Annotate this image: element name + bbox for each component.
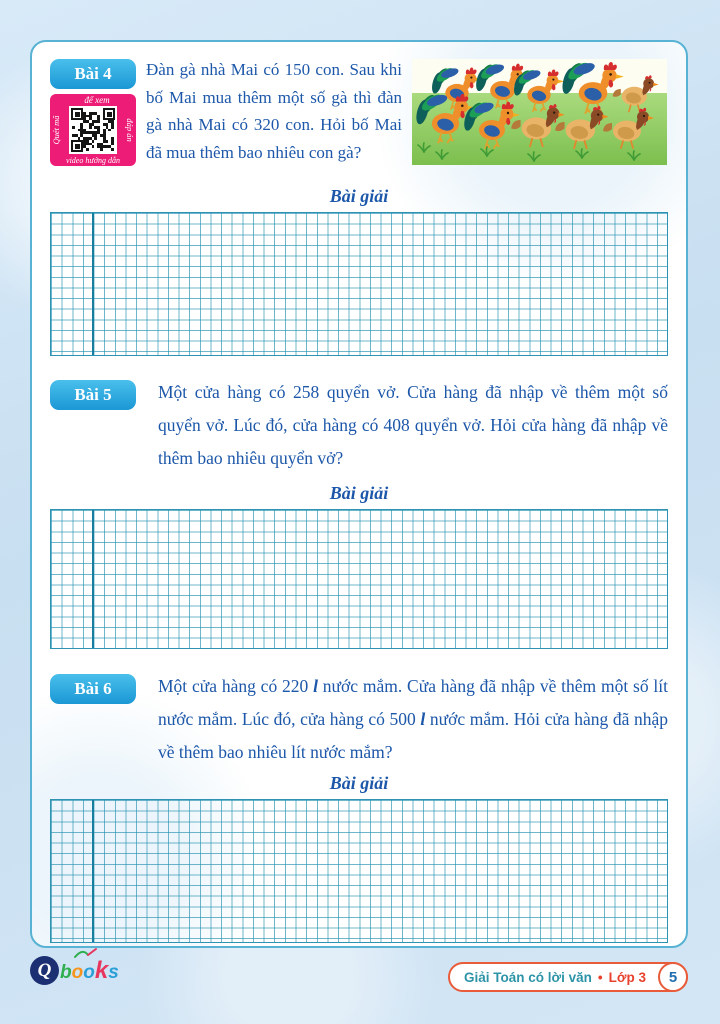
- separator-dot: •: [597, 969, 603, 985]
- logo-letter: o: [71, 961, 84, 983]
- solution-grid-4: [50, 212, 668, 356]
- qr-code-icon: [69, 106, 117, 154]
- exercise-4-badge: Bài 4: [50, 59, 136, 89]
- exercise-6-text-part: Một cửa hàng có 220: [158, 676, 314, 696]
- exercise-4-left-column: Bài 4 Quét mã để xem đáp án video hướng …: [50, 59, 136, 166]
- exercise-6-problem-text: Một cửa hàng có 220 l nước mắm. Cửa hàng…: [158, 670, 668, 773]
- page-content-frame: Bài 4 Quét mã để xem đáp án video hướng …: [30, 40, 688, 948]
- qr-label-bottom: video hướng dẫn: [66, 156, 120, 165]
- qr-finder-icon: [71, 108, 83, 120]
- qr-label-right: đáp án: [125, 118, 135, 142]
- solution-heading-4: Bài giải: [329, 186, 389, 206]
- exercise-5: Bài 5 Một cửa hàng có 258 quyển vở. Cửa …: [50, 380, 668, 479]
- logo-letters: b o o k s: [60, 957, 119, 985]
- exercise-6-text-part: nước mắm. Cửa hàng đã nhập về thêm một s…: [158, 676, 668, 729]
- footer-book-info: Giải Toán có lời văn • Lớp 3 5: [448, 962, 688, 992]
- exercise-6-badge-label: Bài 6: [74, 679, 112, 698]
- exercise-4: Bài 4 Quét mã để xem đáp án video hướng …: [50, 58, 668, 166]
- exercise-6-text-part: nước mắm. Hỏi cửa hàng đã nhập về thêm b…: [158, 709, 668, 762]
- solution-grid-6: [50, 799, 668, 943]
- solution-heading-5: Bài giải: [329, 483, 389, 503]
- page-number: 5: [658, 962, 688, 992]
- logo-letter: k: [94, 956, 109, 984]
- qr-block: Quét mã để xem đáp án video hướng dẫn: [50, 94, 136, 166]
- qr-finder-icon: [71, 140, 83, 152]
- solution-heading-6: Bài giải: [329, 773, 389, 793]
- logo-letter: o: [83, 961, 95, 983]
- qr-finder-icon: [103, 108, 115, 120]
- rooster-flock-illustration: [412, 58, 667, 165]
- exercise-6-badge: Bài 6: [50, 674, 136, 704]
- liter-symbol: l: [420, 709, 426, 729]
- logo-letter: s: [108, 961, 119, 983]
- solution-grid-5: [50, 509, 668, 649]
- exercise-4-badge-label: Bài 4: [74, 64, 112, 83]
- logo-letter: b: [60, 961, 72, 983]
- exercise-6: Bài 6 Một cửa hàng có 220 l nước mắm. Cử…: [50, 674, 668, 773]
- exercise-5-badge: Bài 5: [50, 380, 136, 410]
- qr-label-top: để xem: [84, 95, 110, 105]
- exercise-5-problem-text: Một cửa hàng có 258 quyển vở. Cửa hàng đ…: [158, 382, 668, 468]
- grade-label: Lớp 3: [608, 969, 646, 985]
- qbooks-logo: Q b o o k s: [30, 948, 119, 985]
- page-footer: Q b o o k s Giải Toán có lời văn • Lớp 3…: [30, 948, 688, 1010]
- exercise-5-badge-label: Bài 5: [74, 385, 112, 404]
- liter-symbol: l: [313, 676, 318, 696]
- qr-label-left: Quét mã: [51, 115, 61, 145]
- exercise-4-problem-text: Đàn gà nhà Mai có 150 con. Sau khi bố Ma…: [146, 60, 402, 162]
- book-title: Giải Toán có lời văn: [464, 969, 592, 985]
- logo-bird-icon: [74, 948, 97, 958]
- logo-q-icon: Q: [30, 956, 59, 985]
